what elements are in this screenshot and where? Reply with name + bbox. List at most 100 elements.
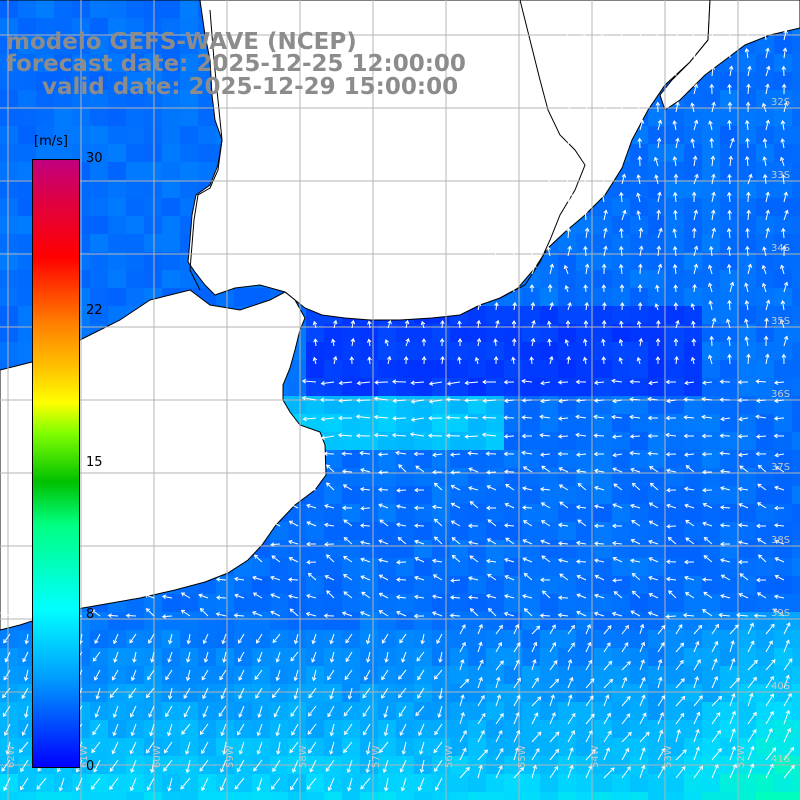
wind-arrow — [495, 283, 500, 293]
speed-cell — [756, 342, 774, 360]
speed-cell — [108, 234, 126, 252]
speed-cell — [342, 450, 360, 468]
wind-arrow — [637, 284, 643, 293]
speed-cell — [126, 108, 144, 126]
speed-cell — [540, 432, 558, 450]
speed-cell — [198, 720, 216, 738]
speed-cell — [576, 774, 594, 792]
speed-cell — [630, 180, 648, 198]
speed-cell — [522, 342, 540, 360]
speed-cell — [756, 54, 774, 72]
wind-arrow — [711, 47, 716, 59]
speed-cell — [756, 270, 774, 288]
speed-cell — [162, 126, 180, 144]
speed-cell — [90, 108, 108, 126]
speed-cell — [126, 198, 144, 216]
speed-cell — [738, 630, 756, 648]
speed-cell — [144, 126, 162, 144]
speed-cell — [126, 666, 144, 684]
speed-cell — [342, 360, 360, 378]
wind-arrow — [655, 101, 661, 113]
speed-cell — [270, 648, 288, 666]
speed-cell — [486, 540, 504, 558]
speed-cell — [414, 324, 432, 342]
speed-cell — [306, 360, 324, 378]
wind-arrow — [332, 319, 338, 329]
speed-cell — [630, 396, 648, 414]
speed-cell — [594, 342, 612, 360]
wind-arrow — [655, 83, 661, 95]
wind-arrow — [567, 301, 572, 311]
wind-arrow — [600, 174, 606, 185]
speed-cell — [684, 198, 702, 216]
speed-cell — [504, 774, 522, 792]
wind-arrow — [672, 263, 678, 275]
speed-cell — [450, 576, 468, 594]
latitude-label: 36S — [771, 389, 790, 400]
wind-arrow — [783, 209, 789, 221]
speed-cell — [540, 594, 558, 612]
speed-cell — [666, 180, 684, 198]
wind-arrow — [690, 102, 695, 113]
speed-cell — [270, 594, 288, 612]
speed-cell — [324, 666, 342, 684]
speed-cell — [792, 234, 800, 252]
speed-cell — [684, 90, 702, 108]
speed-cell — [720, 144, 738, 162]
speed-cell — [486, 414, 504, 432]
speed-cell — [342, 324, 360, 342]
speed-cell — [414, 450, 432, 468]
speed-cell — [414, 558, 432, 576]
speed-cell — [522, 504, 540, 522]
wind-arrow — [726, 227, 732, 239]
wind-arrow — [693, 83, 699, 95]
wind-arrow — [440, 319, 445, 329]
speed-cell — [180, 108, 198, 126]
wind-arrow — [781, 83, 787, 95]
speed-cell — [612, 720, 630, 738]
wind-arrow — [529, 356, 534, 365]
speed-cell — [720, 378, 738, 396]
speed-cell — [612, 738, 630, 756]
speed-cell — [792, 396, 800, 414]
colorbar-unit: [m/s] — [34, 134, 68, 149]
speed-cell — [234, 630, 252, 648]
speed-cell — [792, 576, 800, 594]
wind-arrow — [656, 319, 661, 329]
speed-cell — [126, 72, 144, 90]
speed-cell — [288, 360, 306, 378]
speed-cell — [684, 342, 702, 360]
speed-cell — [288, 612, 306, 630]
speed-cell — [702, 666, 720, 684]
speed-cell — [666, 432, 684, 450]
wind-arrow — [492, 245, 498, 257]
wind-arrow — [567, 101, 573, 113]
wind-arrow — [654, 29, 660, 41]
speed-cell — [0, 162, 18, 180]
speed-cell — [54, 72, 72, 90]
speed-cell — [792, 126, 800, 144]
speed-cell — [792, 108, 800, 126]
speed-cell — [198, 702, 216, 720]
wind-arrow — [583, 320, 589, 329]
speed-cell — [36, 108, 54, 126]
wind-arrow — [673, 191, 678, 203]
speed-cell — [0, 306, 18, 324]
speed-cell — [558, 648, 576, 666]
speed-cell — [450, 684, 468, 702]
speed-cell — [684, 792, 702, 800]
wind-arrow — [564, 339, 569, 347]
wind-arrow — [566, 227, 571, 239]
wind-arrow — [457, 320, 462, 329]
speed-cell — [684, 396, 702, 414]
wind-arrow — [672, 228, 677, 239]
speed-cell — [702, 504, 720, 522]
speed-cell — [306, 684, 324, 702]
speed-cell — [90, 54, 108, 72]
wind-arrow — [566, 209, 572, 221]
speed-cell — [108, 144, 126, 162]
speed-cell — [450, 360, 468, 378]
speed-cell — [486, 792, 504, 800]
wind-arrow — [729, 281, 735, 293]
speed-cell — [738, 234, 756, 252]
